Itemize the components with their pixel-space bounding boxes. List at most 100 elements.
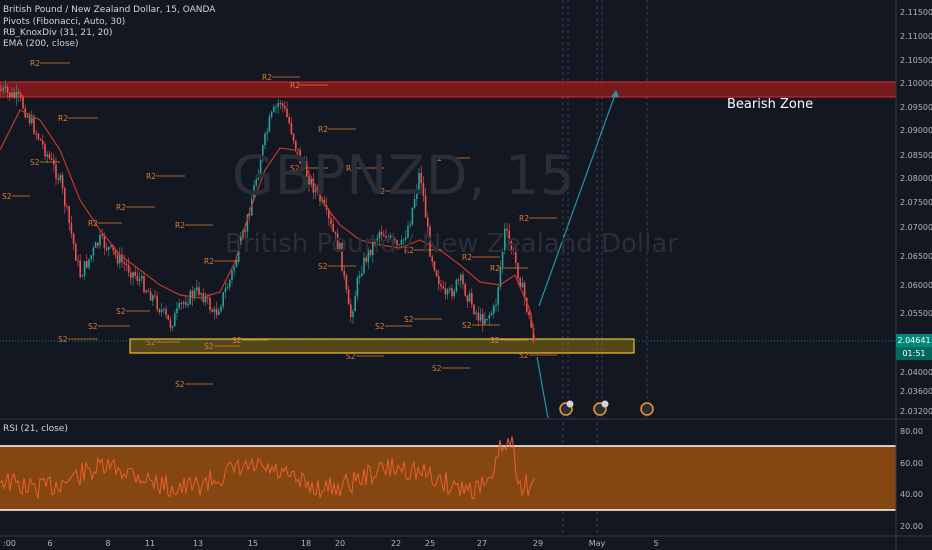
- candle-body: [101, 234, 103, 236]
- time-axis[interactable]: :00 6 8 11 13 15 18 20 22 25 27 29 May 5: [3, 539, 659, 548]
- chart-title[interactable]: British Pound / New Zealand Dollar, 15, …: [3, 5, 216, 15]
- candle-body: [462, 274, 464, 284]
- pivot-label: R2: [30, 59, 40, 68]
- candle-body: [431, 256, 433, 262]
- candle-body: [420, 172, 422, 184]
- candle-body: [77, 260, 79, 262]
- ema-indicator-label[interactable]: EMA (200, close): [3, 39, 79, 49]
- current-price-tag: 2.04641: [896, 334, 932, 347]
- candle-body: [264, 133, 266, 146]
- candle-body: [231, 270, 233, 280]
- rsi-band-fill: [0, 446, 896, 510]
- pivot-label: S2: [519, 351, 529, 360]
- candle-body: [35, 133, 37, 135]
- candle-body: [376, 238, 378, 244]
- candle-body: [178, 303, 180, 309]
- event-markers[interactable]: [559, 400, 654, 416]
- candle-body: [187, 304, 189, 306]
- candle-body: [92, 247, 95, 256]
- price-tick-label: 2.07500: [900, 198, 932, 207]
- candle-body: [501, 250, 504, 267]
- pivot-label: S2: [30, 158, 40, 167]
- candle-body: [391, 235, 394, 239]
- time-tick-label: 15: [248, 539, 258, 548]
- candle-body: [50, 158, 53, 160]
- rsi-indicator-label[interactable]: RSI (21, close): [3, 424, 68, 434]
- time-tick-label: 22: [391, 539, 401, 548]
- pivot-label: S2: [318, 262, 328, 271]
- candle-body: [202, 293, 205, 303]
- pivot-label: S2: [88, 322, 98, 331]
- candle-body: [396, 240, 398, 245]
- candle-body: [429, 226, 431, 257]
- time-tick-label: 5: [653, 539, 658, 548]
- price-tick-label: 2.06000: [900, 281, 932, 290]
- candle-body: [440, 284, 442, 287]
- candle-body: [532, 327, 535, 342]
- time-tick-label: 27: [477, 539, 487, 548]
- candle-body: [453, 291, 455, 297]
- pivot-label: S2: [346, 352, 356, 361]
- pivot-label: R2: [375, 187, 385, 196]
- candle-body: [90, 255, 92, 260]
- candle-body: [33, 117, 35, 134]
- candle-body: [526, 297, 528, 312]
- candle-body: [86, 261, 88, 268]
- candle-body: [163, 308, 165, 310]
- candle-body: [211, 310, 213, 312]
- candle-body: [196, 287, 198, 291]
- price-tick-label: 2.05500: [900, 309, 932, 318]
- candle-body: [301, 163, 304, 165]
- pivot-label: R2: [290, 81, 300, 90]
- candle-body: [493, 305, 495, 314]
- candle-body: [193, 290, 196, 299]
- event-marker-1-badge: [566, 400, 574, 408]
- pivot-label: S2: [175, 380, 185, 389]
- candle-body: [457, 279, 460, 281]
- candle-body: [114, 250, 117, 255]
- pivot-label: R2: [490, 264, 500, 273]
- candle-body: [490, 313, 493, 315]
- candle-body: [103, 235, 106, 248]
- pivot-label: R2: [318, 125, 328, 134]
- candle-body: [119, 254, 121, 264]
- candle-body: [127, 265, 130, 273]
- candle-body: [134, 272, 136, 276]
- pivots-indicator-label[interactable]: Pivots (Fibonacci, Auto, 30): [3, 17, 126, 27]
- candle-body: [488, 314, 491, 319]
- candle-body: [97, 242, 99, 246]
- candle-body: [152, 295, 154, 301]
- price-axis[interactable]: 2.11500 2.11000 2.10500 2.10000 2.09500 2.090…: [900, 8, 932, 416]
- bullish-projection-line[interactable]: [538, 91, 617, 307]
- support-zone[interactable]: [129, 338, 635, 354]
- candle-body: [389, 235, 392, 238]
- candle-body: [519, 278, 521, 288]
- candle-body: [350, 304, 352, 317]
- time-tick-label: 8: [105, 539, 110, 548]
- bearish-resistance-zone[interactable]: [0, 81, 897, 98]
- candle-body: [31, 117, 33, 124]
- knoxdiv-indicator-label[interactable]: RB_KnoxDiv (31, 21, 20): [3, 28, 113, 38]
- candle-body: [220, 306, 222, 312]
- price-tick-label: 2.10500: [900, 56, 932, 65]
- time-tick-label: :00: [3, 539, 16, 548]
- price-tick-label: 2.10000: [900, 79, 932, 88]
- bearish-projection-line[interactable]: [536, 356, 549, 419]
- candle-body: [26, 115, 29, 118]
- candle-body: [268, 116, 271, 132]
- rsi-tick-label: 80.00: [900, 427, 923, 436]
- candle-body: [132, 272, 134, 278]
- candle-body: [451, 288, 453, 297]
- candle-body: [427, 217, 429, 227]
- candle-body: [361, 272, 363, 276]
- candle-body: [435, 270, 438, 277]
- candle-body: [75, 244, 77, 261]
- candle-body: [154, 295, 156, 297]
- candle-body: [145, 290, 147, 293]
- candle-body: [273, 106, 275, 112]
- price-tick-label: 2.09500: [900, 103, 932, 112]
- candle-body: [70, 222, 73, 234]
- candle-body: [413, 198, 416, 208]
- pivot-label: R2: [432, 154, 442, 163]
